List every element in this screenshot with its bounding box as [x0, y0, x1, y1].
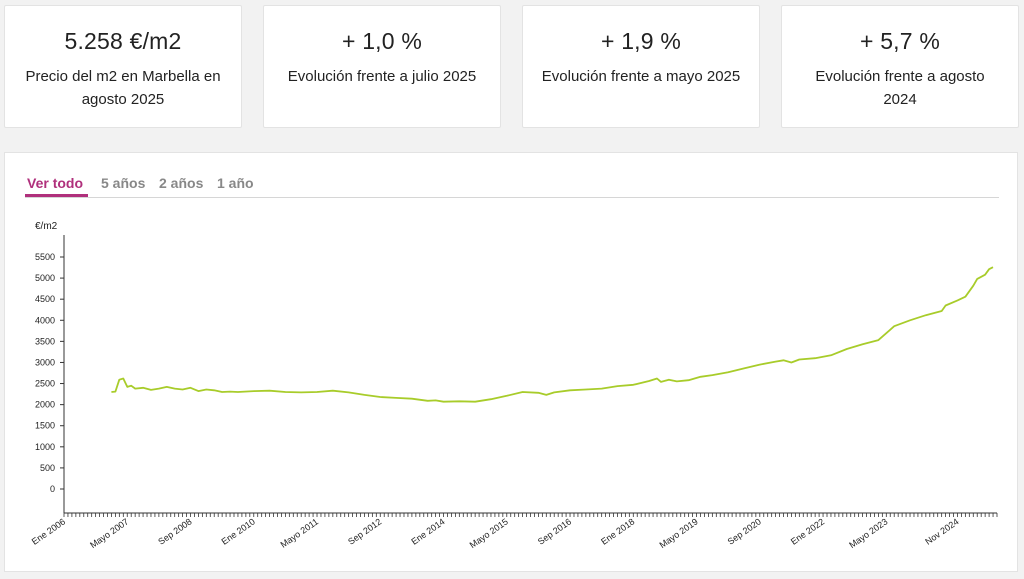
x-tick-label: Sep 2008	[156, 516, 193, 546]
y-axis-title: €/m2	[35, 221, 58, 232]
x-tick-label: Ene 2010	[220, 516, 257, 546]
kpi-value: + 1,0 %	[341, 28, 423, 54]
y-tick-label: 1000	[35, 442, 55, 452]
tab-1-year[interactable]: 1 año	[217, 175, 254, 191]
x-tick-label: Mayo 2019	[657, 516, 699, 550]
x-tick-labels: Ene 2006 Mayo 2007 Sep 2008 Ene 2010 Mayo 20…	[30, 516, 961, 550]
x-tick-label: Mayo 2015	[468, 516, 510, 550]
x-tick-label: Mayo 2007	[88, 516, 130, 550]
x-tick-label: Mayo 2011	[278, 516, 320, 549]
kpi-label: Evolución frente a mayo 2025	[541, 68, 741, 85]
x-tick-label: Ene 2014	[409, 516, 446, 546]
price-line-chart: €/m2 0 500 1000 1500 2000 2500 3000 3500 4000 450…	[30, 221, 998, 550]
x-tick-label: Sep 2016	[536, 516, 573, 546]
kpi-card-quarter: + 1,9 % Evolución frente a mayo 2025	[522, 5, 760, 128]
y-ticks: 0 500 1000 1500 2000 2500 3000 3500 4000 4500 5000…	[35, 252, 64, 494]
y-tick-label: 4000	[35, 315, 55, 325]
tab-all[interactable]: Ver todo	[27, 175, 84, 191]
y-tick-label: 3000	[35, 357, 55, 367]
x-tick-label: Ene 2022	[789, 516, 826, 546]
series-group	[111, 266, 994, 403]
y-tick-label: 5500	[35, 252, 55, 262]
kpi-card-month: + 1,0 % Evolución frente a julio 2025	[263, 5, 501, 128]
price-series-line	[111, 266, 994, 403]
kpi-value: + 1,9 %	[600, 28, 682, 54]
tab-5-years[interactable]: 5 años	[101, 175, 146, 191]
x-tick-label: Ene 2006	[30, 516, 67, 546]
x-tick-label: Nov 2024	[923, 516, 960, 546]
x-ticks	[63, 513, 998, 517]
y-tick-label: 500	[40, 463, 55, 473]
kpi-label: Evolución frente a julio 2025	[287, 68, 477, 85]
kpi-card-price: 5.258 €/m2 Precio del m2 en Marbella en …	[4, 5, 242, 128]
x-tick-label: Ene 2018	[599, 516, 636, 546]
y-tick-label: 3500	[35, 336, 55, 346]
x-tick-label: Mayo 2023	[847, 516, 889, 550]
y-tick-label: 5000	[35, 273, 55, 283]
y-tick-label: 2000	[35, 400, 55, 410]
y-tick-label: 0	[50, 484, 55, 494]
x-tick-label: Sep 2012	[346, 516, 383, 546]
active-tab-indicator	[25, 194, 88, 197]
period-tabs: Ver todo 5 años 2 años 1 año	[25, 173, 999, 198]
y-tick-label: 4500	[35, 294, 55, 304]
kpi-label: Precio del m2 en Marbella en agosto 2025	[25, 68, 221, 108]
x-tick-label: Sep 2020	[726, 516, 763, 546]
kpi-value: 5.258 €/m2	[64, 28, 182, 54]
y-tick-label: 2500	[35, 379, 55, 389]
kpi-label: Evolución frente a agosto 2024	[815, 68, 985, 108]
chart-panel: Ver todo 5 años 2 años 1 año €/m2 0 500 10…	[4, 152, 1018, 572]
kpi-value: + 5,7 %	[859, 28, 941, 54]
kpi-card-year: + 5,7 % Evolución frente a agosto 2024	[781, 5, 1019, 128]
tab-2-years[interactable]: 2 años	[159, 175, 204, 191]
y-tick-label: 1500	[35, 421, 55, 431]
